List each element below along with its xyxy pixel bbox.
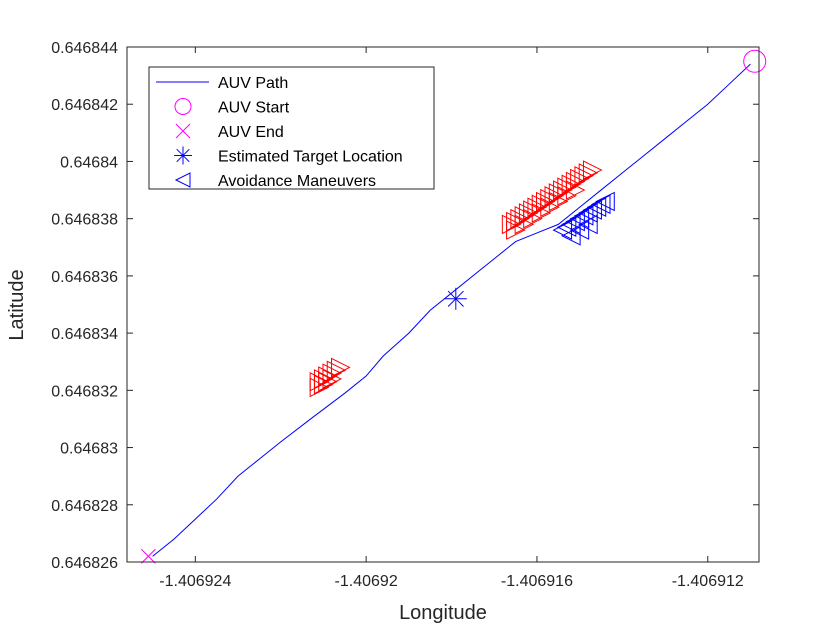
triangle-right-marker <box>318 371 338 392</box>
marker-triangle-right <box>318 371 338 392</box>
triangle-left-marker <box>590 194 611 215</box>
y-tick-label: 0.646838 <box>51 212 118 229</box>
x-axis-label: Longitude <box>399 602 487 624</box>
y-axis-label: Latitude <box>6 269 28 340</box>
triangle-right-marker <box>322 369 343 389</box>
marker-triangle-left <box>590 194 611 215</box>
y-tick-label: 0.64683 <box>60 441 118 458</box>
legend-label: AUV End <box>218 124 284 141</box>
triangle-right-marker <box>565 180 586 200</box>
legend-label: AUV Start <box>218 100 290 117</box>
legend-label: AUV Path <box>218 75 288 92</box>
asterisk-marker-stroke <box>447 290 464 307</box>
series-2-markers <box>140 548 156 564</box>
marker-triangle-left <box>174 172 191 188</box>
marker-asterisk <box>444 287 467 310</box>
x-marker-stroke <box>140 548 156 564</box>
triangle-left-marker <box>560 226 581 246</box>
series-6-markers <box>501 160 603 240</box>
series-3-markers <box>444 287 467 310</box>
y-tick-label: 0.646832 <box>51 383 118 400</box>
marker-triangle-left <box>582 200 602 220</box>
marker-triangle-left <box>569 208 590 229</box>
series-4-markers <box>552 191 615 246</box>
triangle-left-marker <box>174 172 191 188</box>
triangle-left-marker <box>569 208 590 229</box>
marker-triangle-right <box>322 369 343 389</box>
marker-triangle-right <box>582 160 603 180</box>
marker-x <box>175 123 191 139</box>
triangle-right-marker <box>582 160 603 180</box>
marker-triangle-left <box>586 197 607 218</box>
marker-triangle-left <box>578 203 598 223</box>
marker-triangle-right <box>578 163 599 183</box>
x-tick-label: -1.406924 <box>159 573 231 590</box>
marker-circle <box>743 49 767 73</box>
legend-items: AUV Path AUV Start AUV End Estimated Target… <box>156 75 403 190</box>
x-tick-label: -1.406916 <box>501 573 573 590</box>
marker-triangle-left <box>560 226 581 246</box>
marker-layer <box>140 49 767 564</box>
triangle-left-marker <box>582 200 602 220</box>
marker-triangle-left <box>595 191 615 212</box>
marker-triangle-right <box>565 180 586 200</box>
y-tick-label: 0.646844 <box>51 40 118 57</box>
marker-asterisk <box>174 146 192 165</box>
x-tick-label: -1.40692 <box>335 573 398 590</box>
marker-triangle-right <box>331 357 351 378</box>
marker-triangle-left <box>569 220 590 240</box>
y-axis-ticks: 0.646826 0.646828 0.64683 0.646832 0.646834 0… <box>51 40 759 572</box>
auv-path-line <box>152 63 751 557</box>
triangle-right-marker <box>331 357 351 378</box>
triangle-left-marker <box>595 191 615 212</box>
series-1-markers <box>743 49 767 73</box>
y-tick-label: 0.646834 <box>51 326 118 343</box>
marker-circle <box>174 98 192 115</box>
y-tick-label: 0.646828 <box>51 498 118 515</box>
legend: AUV Path AUV Start AUV End Estimated Target… <box>148 66 435 190</box>
triangle-left-marker <box>586 197 607 218</box>
series-layer <box>152 63 751 557</box>
y-tick-label: 0.646836 <box>51 269 118 286</box>
triangle-left-marker <box>569 220 590 240</box>
circle-marker <box>743 49 767 73</box>
marker-triangle-right <box>326 360 347 381</box>
marker-x <box>140 548 156 564</box>
x-tick-label: -1.406912 <box>672 573 744 590</box>
triangle-left-marker <box>578 203 598 223</box>
legend-label: Avoidance Maneuvers <box>218 173 376 190</box>
series-5-markers <box>309 357 351 398</box>
y-tick-label: 0.646842 <box>51 97 118 114</box>
asterisk-marker-stroke <box>176 148 190 163</box>
x-marker-stroke <box>175 123 191 139</box>
legend-label: Estimated Target Location <box>218 149 403 166</box>
axes-border <box>126 46 760 563</box>
legend-box <box>148 66 435 190</box>
triangle-right-marker <box>578 163 599 183</box>
triangle-left-marker <box>578 214 598 235</box>
triangle-left-marker <box>573 205 594 226</box>
circle-marker <box>174 98 192 115</box>
triangle-right-marker <box>326 360 347 381</box>
y-tick-label: 0.646826 <box>51 555 118 572</box>
x-axis-ticks: -1.406924 -1.40692 -1.406916 -1.406912 <box>159 47 744 590</box>
marker-triangle-left <box>578 214 598 235</box>
y-tick-label: 0.64684 <box>60 154 118 171</box>
marker-triangle-left <box>573 205 594 226</box>
